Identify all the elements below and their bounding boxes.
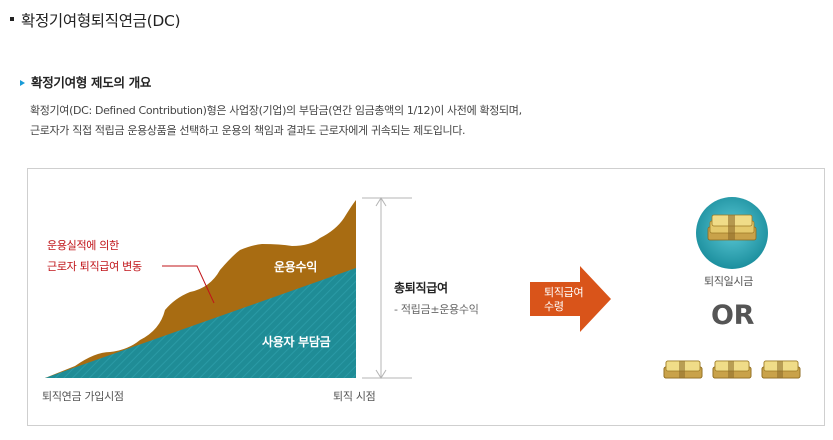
page-title-text: 확정기여형퇴직연금(DC) (21, 12, 181, 30)
note-pointer-line (162, 265, 215, 304)
join-point-label: 퇴직연금 가입시점 (42, 390, 124, 403)
money-bundle-icon (712, 360, 752, 379)
dc-diagram (27, 168, 825, 426)
arrow-label: 퇴직급여 수령 (544, 286, 584, 314)
total-benefit-sub: - 적립금±운용수익 (394, 303, 479, 316)
arrow-label-line-2: 수령 (544, 300, 564, 313)
annuity-label-2: 연금 (723, 390, 743, 403)
employer-contribution-area (45, 268, 356, 378)
performance-note-line-1: 운용실적에 의한 (47, 239, 119, 252)
page-title: 확정기여형퇴직연금(DC) (10, 9, 181, 31)
description-line-1: 확정기여(DC: Defined Contribution)형은 사업장(기업)… (30, 104, 522, 117)
bullet-square-icon (10, 16, 14, 21)
employer-contribution-label: 사용자 부담금 (262, 335, 331, 349)
annuity-label-1: 연금 (674, 390, 694, 403)
money-stack-icon (696, 197, 768, 269)
annuity-label-3: 연금 (772, 390, 792, 403)
lump-sum-label: 퇴직일시금 (704, 275, 754, 288)
retire-point-label: 퇴직 시점 (333, 390, 376, 403)
section-title: 확정기여형 제도의 개요 (20, 72, 151, 91)
money-bundle-icon (663, 360, 703, 379)
money-bundle-icon (761, 360, 801, 379)
receive-benefit-arrow[interactable] (530, 266, 611, 332)
section-title-text: 확정기여형 제도의 개요 (31, 75, 152, 90)
description-line-2: 근로자가 직접 적립금 운용상품을 선택하고 운용의 책임과 결과도 근로자에게… (30, 124, 466, 137)
section-description: 확정기여(DC: Defined Contribution)형은 사업장(기업)… (30, 101, 830, 141)
triangle-bullet-icon (20, 80, 25, 86)
performance-note: 운용실적에 의한 근로자 퇴직급여 변동 (47, 235, 142, 277)
arrow-label-line-1: 퇴직급여 (544, 286, 584, 299)
or-text: OR (711, 300, 755, 331)
total-benefit-title: 총퇴직급여 (394, 281, 448, 295)
performance-note-line-2: 근로자 퇴직급여 변동 (47, 260, 142, 273)
investment-return-label: 운용수익 (274, 260, 317, 274)
